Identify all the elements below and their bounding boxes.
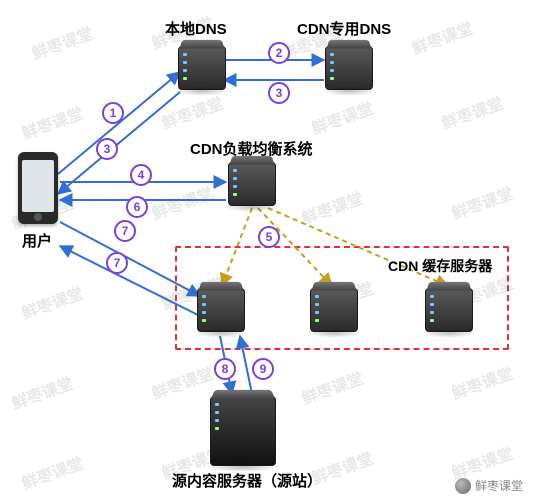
user-device-icon [18, 152, 58, 224]
origin-label: 源内容服务器（源站） [172, 470, 322, 491]
cache2-server-icon [310, 288, 358, 332]
flow-arrow [60, 246, 200, 316]
cdn_dns-label: CDN专用DNS [297, 18, 391, 39]
local_dns-label: 本地DNS [165, 18, 227, 39]
cache_label-label: CDN 缓存服务器 [388, 256, 492, 276]
step-badge-3: 3 [96, 138, 118, 160]
user-label: 用户 [22, 230, 52, 251]
footer-logo-icon [455, 478, 471, 494]
step-badge-3: 3 [268, 82, 290, 104]
origin-server-icon [210, 396, 276, 466]
step-badge-9: 9 [252, 358, 274, 380]
step-badge-8: 8 [214, 358, 236, 380]
cache3-server-icon [425, 288, 473, 332]
footer-credit: 鲜枣课堂 [455, 477, 523, 494]
footer-text: 鲜枣课堂 [475, 477, 523, 494]
flow-arrow [58, 72, 180, 174]
step-badge-4: 4 [130, 164, 152, 186]
flow-arrow [240, 336, 252, 394]
dispatch-arrow [222, 208, 252, 286]
step-badge-5: 5 [258, 226, 280, 248]
lb-label: CDN负载均衡系统 [190, 138, 313, 159]
cdn_dns-server-icon [325, 46, 373, 90]
local_dns-server-icon [178, 46, 226, 90]
step-badge-6: 6 [126, 196, 148, 218]
step-badge-7: 7 [106, 252, 128, 274]
step-badge-7: 7 [114, 220, 136, 242]
cache1-server-icon [197, 288, 245, 332]
step-badge-2: 2 [268, 42, 290, 64]
lb-server-icon [228, 162, 276, 206]
step-badge-1: 1 [102, 102, 124, 124]
